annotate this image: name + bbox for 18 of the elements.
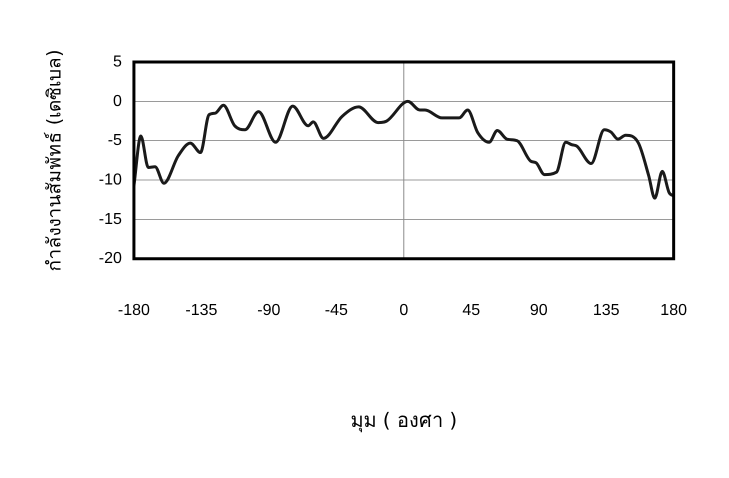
x-tick-label: -135 — [185, 302, 218, 319]
x-tick-label: 90 — [530, 302, 548, 319]
x-axis-title: มุม ( องศา ) — [350, 408, 458, 434]
x-tick-label: 0 — [399, 302, 408, 319]
x-tick-label: -180 — [118, 302, 150, 319]
y-tick-label: -15 — [98, 210, 122, 228]
y-tick-label: -20 — [98, 250, 122, 268]
y-tick-label: -10 — [98, 171, 122, 188]
x-tick-label: -45 — [324, 302, 348, 319]
y-axis-title: กำลังงานสัมพัทธ์ (เดซิเบล) — [43, 49, 66, 272]
x-tick-label: -90 — [257, 302, 281, 319]
y-tick-label: -5 — [108, 132, 122, 150]
x-tick-label: 135 — [592, 302, 620, 319]
x-tick-label: 180 — [660, 302, 688, 319]
x-tick-label: 45 — [462, 302, 480, 319]
y-tick-label: 5 — [113, 53, 122, 70]
y-tick-label: 0 — [113, 92, 122, 110]
line-series — [134, 100, 674, 200]
